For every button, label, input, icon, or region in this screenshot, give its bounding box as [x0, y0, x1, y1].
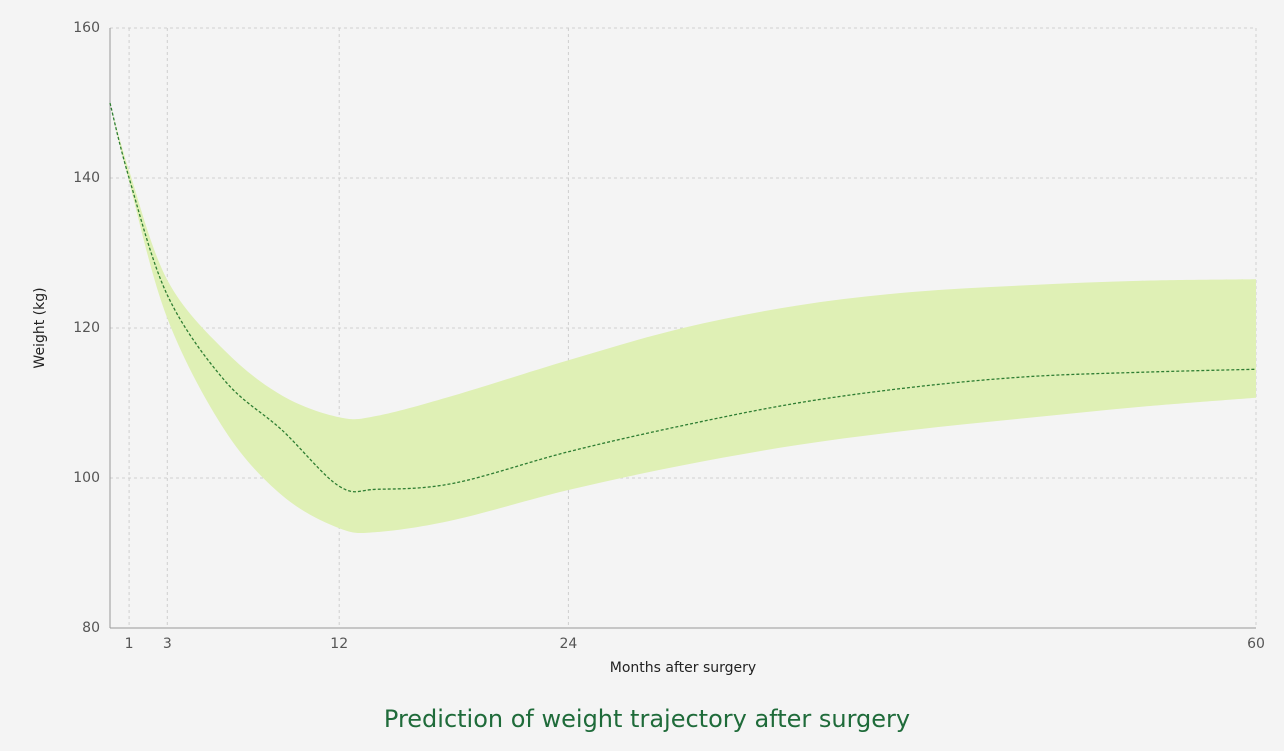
- x-axis-label: Months after surgery: [610, 660, 756, 676]
- y-tick-label: 100: [73, 470, 100, 486]
- chart-title: Prediction of weight trajectory after su…: [384, 705, 910, 733]
- x-tick-label: 3: [163, 636, 172, 652]
- mean-line: [109, 102, 1257, 493]
- x-tick-label: 1: [125, 636, 134, 652]
- y-tick-label: 80: [82, 620, 100, 636]
- x-tick-label: 12: [330, 636, 348, 652]
- y-tick-label: 140: [73, 170, 100, 186]
- y-axis-label: Weight (kg): [32, 287, 48, 368]
- x-tick-label: 60: [1247, 636, 1265, 652]
- x-tick-label: 24: [559, 636, 577, 652]
- confidence-band: [110, 103, 1256, 534]
- y-tick-label: 120: [73, 320, 100, 336]
- y-tick-label: 160: [73, 20, 100, 36]
